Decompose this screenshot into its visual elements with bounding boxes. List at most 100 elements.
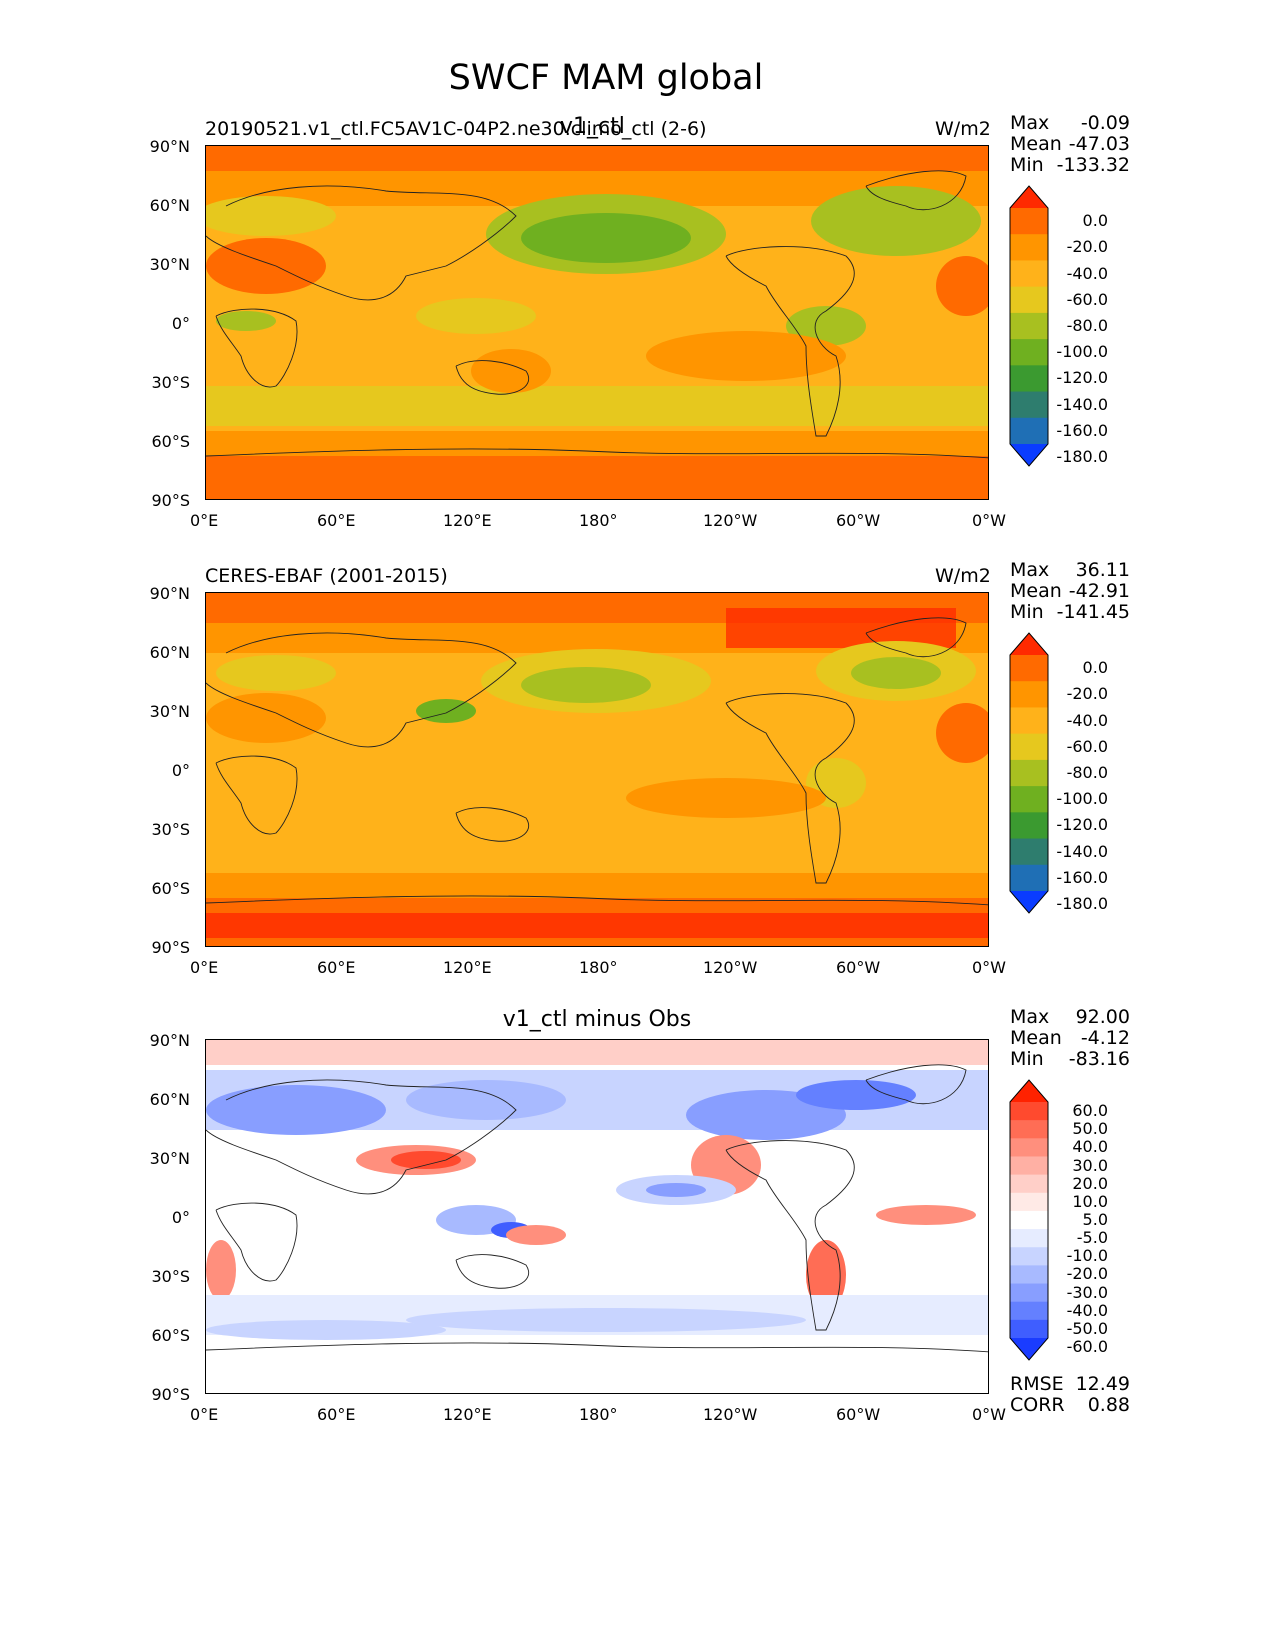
panel-left-title: 20190521.v1_ctl.FC5AV1C-04P2.ne30.climo_…: [205, 118, 707, 140]
panel-center-title: v1_ctl minus Obs: [502, 1007, 692, 1032]
colorbar-tick-label: -20.0: [1066, 1264, 1108, 1284]
colorbar-swatch: [1010, 312, 1048, 340]
colorbar-swatch: [1010, 339, 1048, 366]
lat-tick: 60°S: [151, 1326, 190, 1345]
lon-tick: 120°E: [443, 958, 492, 977]
lat-tick: 30°N: [149, 1149, 190, 1168]
lat-tick: 90°N: [149, 137, 190, 156]
colorbar-tick-label: -20.0: [1066, 237, 1108, 257]
colorbar-tick-label: -5.0: [1076, 1228, 1108, 1248]
colorbar-swatch: [1010, 208, 1048, 235]
colorbar-tick-label: -20.0: [1066, 684, 1108, 704]
lon-tick: 180°: [579, 958, 618, 977]
colorbar-tick-label: 30.0: [1072, 1155, 1108, 1175]
colorbar-swatch: [1010, 1192, 1048, 1212]
colorbar-swatch: [1010, 891, 1048, 913]
lat-tick: 30°N: [149, 702, 190, 721]
lat-tick: 90°N: [149, 584, 190, 603]
lon-tick: 60°W: [836, 958, 881, 977]
lon-tick: 0°E: [190, 958, 219, 977]
colorbar-tick-label: -80.0: [1066, 763, 1108, 782]
lon-tick: 60°E: [317, 958, 356, 977]
lon-tick: 120°E: [443, 511, 492, 530]
colorbar-swatch: [1010, 444, 1048, 466]
stat-mean-value: -42.91: [1068, 580, 1130, 602]
lon-tick: 120°W: [703, 511, 758, 530]
colorbar-tick-label: -50.0: [1066, 1318, 1108, 1338]
colorbar-swatch: [1010, 391, 1048, 419]
colorbar-swatch: [1010, 234, 1048, 261]
stat-mean-value: -4.12: [1080, 1027, 1130, 1049]
colorbar-outline: [1009, 632, 1049, 914]
map-obs: [205, 592, 989, 947]
colorbar-swatch: [1010, 186, 1048, 208]
lat-tick: 0°: [171, 1208, 190, 1227]
lat-tick: 60°N: [149, 1090, 190, 1109]
colorbar-swatch: [1010, 1229, 1048, 1248]
colorbar-swatch: [1010, 633, 1048, 655]
colorbar-tick-label: -10.0: [1066, 1246, 1108, 1266]
colorbar-tick-label: -40.0: [1066, 710, 1108, 730]
colorbar-tick-label: -60.0: [1066, 736, 1108, 756]
stat-max-value: -0.09: [1080, 112, 1130, 134]
stat-min-label: Min: [1010, 154, 1044, 176]
panel-units: W/m2: [935, 565, 991, 587]
lat-tick: 90°S: [151, 1385, 190, 1404]
colorbar-tick-label: 60.0: [1072, 1101, 1108, 1121]
lon-tick: 0°W: [972, 958, 1006, 977]
colorbar-tick-label: -100.0: [1056, 789, 1108, 809]
colorbar-swatch: [1010, 1102, 1048, 1121]
lat-tick: 30°S: [151, 1267, 190, 1286]
colorbar-swatch: [1010, 1174, 1048, 1194]
lon-tick: 180°: [579, 511, 618, 530]
colorbar-tick-label: -140.0: [1056, 841, 1108, 861]
colorbar-tick-label: -180.0: [1056, 894, 1108, 914]
stat-max-label: Max: [1010, 559, 1050, 581]
colorbar-swatch: [1010, 1265, 1048, 1285]
panel-units: W/m2: [935, 118, 991, 140]
lon-tick: 60°E: [317, 511, 356, 530]
colorbar-swatch: [1010, 1319, 1048, 1339]
colorbar-svg: [1009, 1079, 1049, 1361]
colorbar-svg: [1009, 185, 1049, 467]
stat-max-label: Max: [1010, 1006, 1050, 1028]
figure-title: SWCF MAM global: [448, 58, 764, 98]
lon-tick: 0°E: [190, 511, 219, 530]
colorbar-swatch: [1010, 1338, 1048, 1360]
stat-min-label: Min: [1010, 601, 1044, 623]
lat-tick: 90°S: [151, 938, 190, 957]
colorbar-swatch: [1010, 759, 1048, 787]
lat-tick: 60°N: [149, 643, 190, 662]
map-difference: [205, 1039, 989, 1394]
colorbar-swatch: [1010, 733, 1048, 761]
lat-tick: 30°S: [151, 373, 190, 392]
lon-tick: 120°E: [443, 1405, 492, 1424]
colorbar-tick-label: -140.0: [1056, 394, 1108, 414]
corr-label: CORR: [1010, 1394, 1065, 1416]
colorbar-tick-label: -180.0: [1056, 447, 1108, 467]
stat-min-label: Min: [1010, 1048, 1044, 1070]
colorbar-tick-label: 10.0: [1072, 1191, 1108, 1211]
stat-mean-label: Mean: [1010, 580, 1062, 602]
colorbar-tick-label: -60.0: [1066, 1337, 1108, 1357]
colorbar-tick-label: 0.0: [1082, 211, 1108, 231]
colorbar-tick-label: -160.0: [1056, 420, 1108, 440]
lon-tick: 60°E: [317, 1405, 356, 1424]
colorbar-swatch: [1010, 1080, 1048, 1102]
panel-left-title: CERES-EBAF (2001-2015): [205, 565, 448, 587]
lat-tick: 90°S: [151, 491, 190, 510]
colorbar-tick-label: -100.0: [1056, 342, 1108, 362]
lon-tick: 60°W: [836, 511, 881, 530]
colorbar-swatch: [1010, 417, 1048, 445]
stat-max-label: Max: [1010, 112, 1050, 134]
stat-mean-label: Mean: [1010, 133, 1062, 155]
stat-max-value: 36.11: [1075, 559, 1130, 581]
stat-max-value: 92.00: [1075, 1006, 1130, 1028]
lon-tick: 0°W: [972, 511, 1006, 530]
colorbar-swatch: [1010, 286, 1048, 314]
lon-tick: 120°W: [703, 1405, 758, 1424]
lat-tick: 60°S: [151, 879, 190, 898]
colorbar-tick-label: -40.0: [1066, 1300, 1108, 1320]
colorbar-swatch: [1010, 812, 1048, 840]
colorbar-swatch: [1010, 1138, 1048, 1157]
